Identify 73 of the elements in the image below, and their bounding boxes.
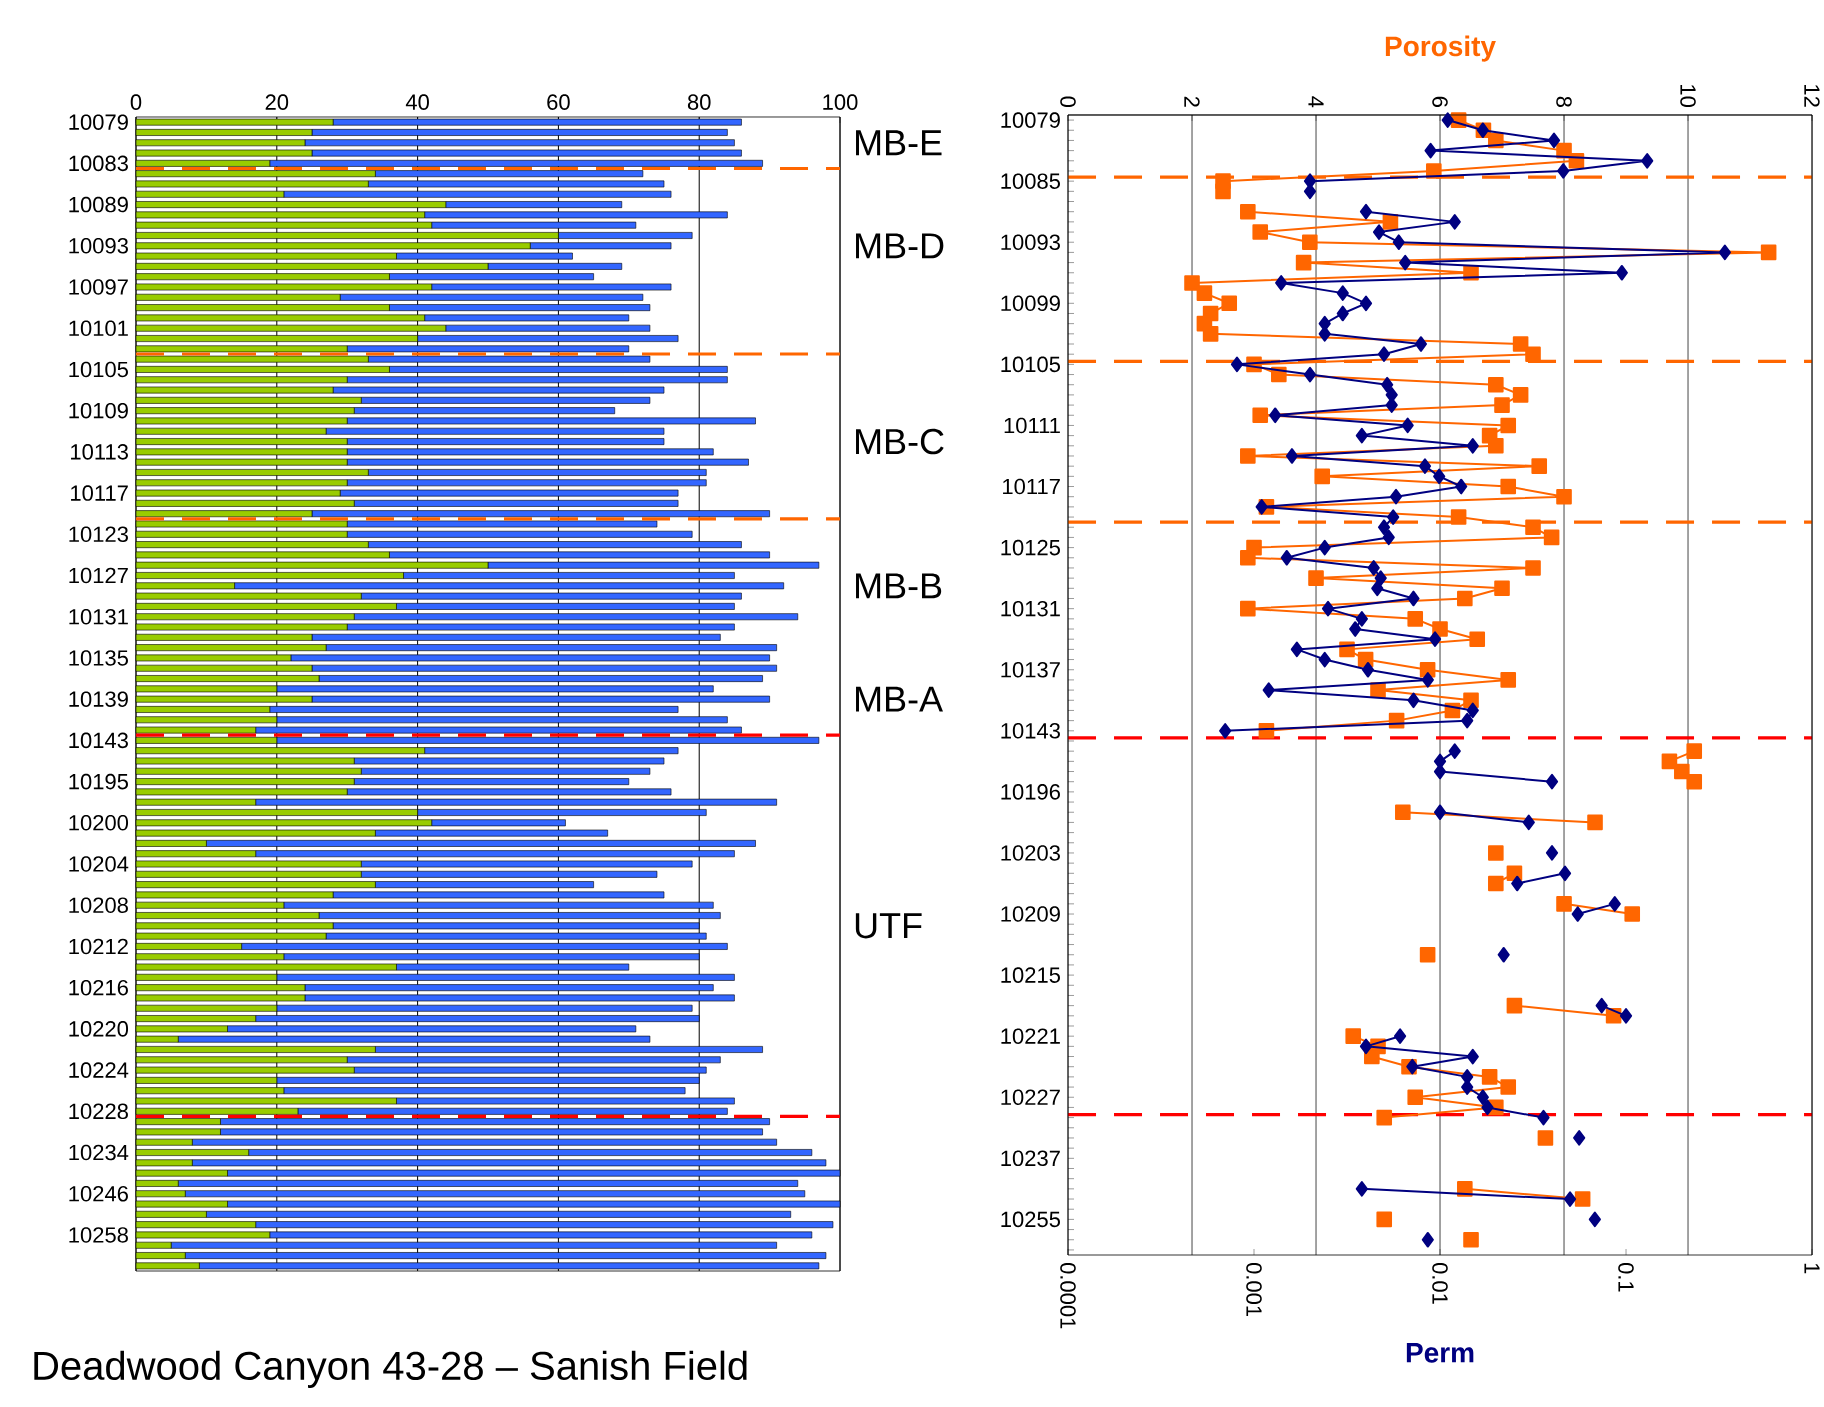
y-tick-label: 10234 <box>69 1144 129 1161</box>
y-tick-label: 10195 <box>69 773 128 790</box>
x2-tick-label: 10 <box>1680 85 1696 108</box>
y-tick-label: 10127 <box>69 567 128 584</box>
text: Deadwood Canyon 43-28 – Sanish Field <box>34 1350 747 1388</box>
y-tick-label: 10258 <box>69 1227 128 1243</box>
y-tick-label: 10111 <box>1004 417 1060 434</box>
y-tick-label: 10079 <box>69 114 128 130</box>
y-tick-label: 10085 <box>1001 173 1060 189</box>
y-tick-label: 10203 <box>1001 845 1060 861</box>
y-tick-label: 10246 <box>69 1185 128 1202</box>
y-tick-label: 10227 <box>1001 1089 1060 1106</box>
y-tick-label: 10099 <box>1001 295 1060 312</box>
x2-axis-title: Porosity <box>1385 35 1496 62</box>
y-tick-label: 10105 <box>1001 356 1060 373</box>
y-tick-label: 10215 <box>1001 967 1060 983</box>
text: UTF <box>855 913 922 939</box>
x2-tick-label: 2 <box>1184 96 1200 107</box>
y-tick-label: 10109 <box>69 402 128 419</box>
y-tick-label: 10079 <box>1001 112 1060 128</box>
y-tick-label: 10228 <box>69 1103 128 1120</box>
y-tick-label: 10117 <box>1003 478 1060 495</box>
x-tick-label: 0.001 <box>1246 1262 1262 1317</box>
y-tick-label: 10105 <box>69 361 128 378</box>
text: MB-B <box>856 573 942 599</box>
x2-tick-label: 6 <box>1432 96 1448 107</box>
y-tick-label: 10093 <box>69 238 128 254</box>
text: MB-C <box>856 428 944 455</box>
x2-tick-label: 4 <box>1308 96 1324 108</box>
y-tick-label: 10135 <box>69 650 128 666</box>
y-tick-label: 10212 <box>69 938 128 955</box>
x2-tick-label: 12 <box>1804 85 1820 107</box>
y-tick-label: 10209 <box>1001 906 1060 922</box>
y-tick-label: 10125 <box>1001 539 1060 556</box>
x-tick-label: 0 <box>130 94 142 110</box>
x-tick-label: 40 <box>405 94 429 110</box>
y-tick-label: 10200 <box>69 815 129 831</box>
y-tick-label: 10131 <box>1001 600 1060 617</box>
y-tick-label: 10113 <box>71 444 128 460</box>
y-tick-label: 10221 <box>1001 1028 1060 1044</box>
y-tick-label: 10208 <box>69 897 128 914</box>
text: MB-E <box>856 130 942 156</box>
y-tick-label: 10220 <box>69 1021 129 1037</box>
y-tick-label: 10101 <box>69 320 128 337</box>
y-tick-label: 10204 <box>69 856 129 872</box>
y-tick-label: 10237 <box>1001 1150 1060 1167</box>
y-tick-label: 10196 <box>1001 784 1060 800</box>
x-tick-label: 100 <box>823 94 858 110</box>
y-tick-label: 10224 <box>69 1062 129 1078</box>
x-tick-label: 20 <box>265 94 289 110</box>
y-tick-label: 10143 <box>1001 723 1060 739</box>
x-tick-label: 1 <box>1804 1263 1820 1274</box>
text: MB-D <box>856 233 944 259</box>
y-tick-label: 10139 <box>69 691 128 707</box>
x-axis-title: Perm <box>1406 1343 1474 1363</box>
y-tick-label: 10143 <box>69 732 128 749</box>
text: MB-A <box>856 686 943 712</box>
x-tick-label: 80 <box>687 94 711 110</box>
x2-tick-label: 8 <box>1556 96 1572 107</box>
y-tick-label: 10093 <box>1001 234 1060 251</box>
x-tick-label: 0.01 <box>1432 1262 1448 1304</box>
y-tick-label: 10255 <box>1001 1211 1060 1228</box>
y-tick-label: 10089 <box>69 196 128 213</box>
x-tick-label: 60 <box>547 94 570 110</box>
x-tick-label: 0.0001 <box>1060 1262 1076 1329</box>
y-tick-label: 10083 <box>69 155 128 172</box>
x-tick-label: 0.1 <box>1618 1262 1634 1292</box>
y-tick-label: 10216 <box>69 979 128 996</box>
y-tick-label: 10137 <box>1001 661 1060 678</box>
y-tick-label: 10117 <box>71 485 128 501</box>
y-tick-label: 10097 <box>69 279 128 295</box>
y-tick-label: 10123 <box>69 526 128 543</box>
y-tick-label: 10131 <box>69 608 128 625</box>
